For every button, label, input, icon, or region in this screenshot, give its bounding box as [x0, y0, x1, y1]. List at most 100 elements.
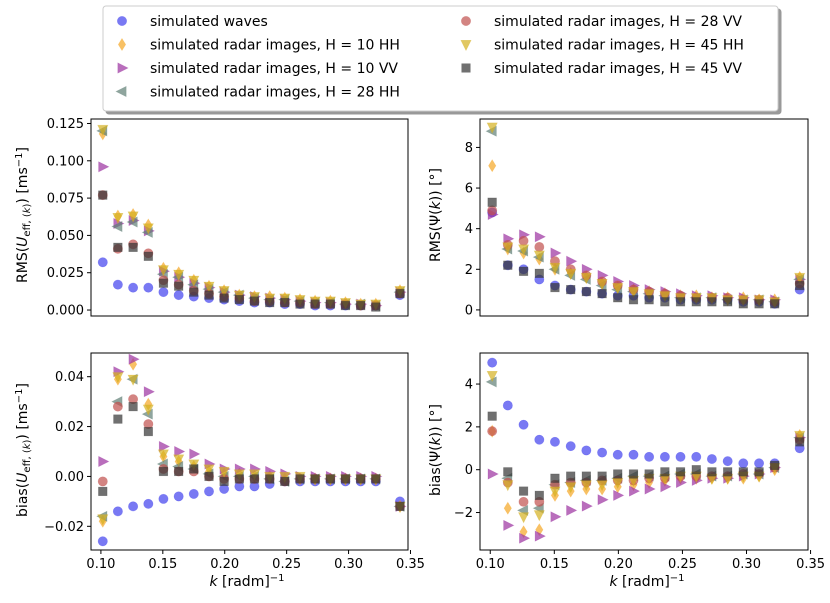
data-point — [613, 293, 623, 303]
plot-frame — [479, 118, 809, 317]
data-point — [549, 486, 561, 498]
data-point — [518, 419, 529, 430]
legend-entry: simulated radar images, H = 10 VV — [117, 61, 398, 77]
data-point — [518, 244, 530, 256]
data-point — [565, 482, 577, 494]
y-tick-label: 0.125 — [47, 117, 84, 132]
data-point — [487, 468, 499, 480]
data-point — [659, 291, 671, 303]
data-point — [675, 297, 686, 307]
y-tick-label: −0.02 — [44, 520, 84, 535]
data-point — [203, 464, 215, 476]
data-point — [143, 251, 153, 261]
data-point — [580, 272, 592, 285]
data-point — [738, 467, 748, 477]
data-point — [659, 451, 670, 462]
data-point — [550, 247, 562, 259]
x-tick-label: 0.30 — [732, 557, 761, 572]
data-point — [691, 451, 702, 462]
x-tick-label: 0.15 — [148, 557, 177, 572]
legend-label: simulated radar images, H = 10 HH — [150, 38, 400, 54]
legend-label: simulated radar images, H = 10 VV — [150, 61, 398, 77]
data-point — [112, 372, 124, 384]
data-point — [189, 464, 199, 474]
data-point — [487, 411, 497, 421]
data-point — [794, 272, 806, 285]
data-point — [97, 476, 108, 487]
legend-entry: simulated radar images, H = 45 HH — [460, 38, 744, 54]
data-point — [533, 510, 545, 522]
data-point — [158, 287, 169, 298]
data-point — [113, 414, 123, 424]
data-point — [534, 231, 546, 243]
data-point — [503, 519, 515, 531]
data-point — [597, 494, 609, 506]
data-point — [770, 299, 780, 309]
legend-marker — [461, 16, 471, 26]
ylabel-rms-psi: RMS(Ψ(k)) [°] — [428, 168, 444, 262]
data-point — [356, 474, 366, 484]
data-point — [127, 374, 139, 386]
data-point — [628, 449, 639, 460]
data-point — [754, 299, 764, 309]
legend-entry: simulated radar images, H = 28 HH — [115, 85, 400, 101]
data-point — [158, 493, 169, 504]
data-point — [549, 262, 561, 274]
y-tick-label: 8 — [465, 141, 473, 156]
data-point — [112, 213, 124, 225]
data-point — [549, 436, 560, 447]
data-point — [295, 474, 305, 484]
data-point — [204, 486, 214, 497]
panel-bias-u: −0.02 0.00 0.02 0.04 0.10 0.15 0.20 0.25 0.30 0.3… — [44, 352, 425, 572]
data-point — [310, 474, 320, 484]
points-rms-u — [96, 124, 407, 312]
x-tick-label: 0.30 — [334, 557, 363, 572]
xlabel-right: k [radm]−1 — [609, 573, 684, 590]
data-point — [628, 485, 641, 497]
data-point — [795, 280, 805, 291]
data-point — [534, 241, 545, 252]
data-point — [612, 449, 623, 460]
data-point — [723, 297, 733, 307]
data-point — [340, 474, 351, 484]
data-point — [597, 471, 607, 481]
data-point — [371, 302, 381, 312]
data-point — [738, 299, 748, 309]
data-point — [173, 491, 184, 502]
data-point — [174, 281, 184, 291]
data-point — [157, 449, 169, 461]
data-point — [218, 286, 230, 298]
data-point — [675, 451, 686, 462]
data-point — [112, 279, 123, 290]
data-point — [97, 536, 108, 547]
data-point — [234, 294, 244, 305]
y-tick-label: 4 — [465, 222, 473, 237]
data-point — [754, 467, 764, 477]
legend-marker — [115, 85, 127, 98]
plot-frame — [90, 352, 409, 551]
ylabel-rms-u: RMS(Ueff, (k)) [ms−1] — [14, 147, 33, 283]
data-point — [487, 357, 498, 368]
plot-frame — [90, 118, 409, 317]
data-point — [565, 268, 577, 281]
data-point — [518, 235, 529, 246]
data-point — [395, 288, 405, 299]
data-point — [596, 278, 608, 291]
data-point — [597, 289, 607, 299]
y-tick-label: 0 — [465, 463, 473, 478]
data-point — [644, 295, 654, 305]
data-point — [112, 506, 123, 517]
y-tick-label: 0 — [465, 303, 473, 318]
data-point — [218, 466, 230, 479]
data-point — [204, 290, 214, 300]
data-point — [189, 287, 199, 297]
y-tick-label: 2 — [465, 420, 473, 435]
data-point — [188, 488, 199, 499]
panel-rms-psi: 0 2 4 6 8 — [465, 118, 809, 318]
data-point — [143, 282, 154, 293]
data-point — [203, 281, 215, 293]
points-bias-u — [96, 353, 407, 547]
x-tick-label: 0.15 — [540, 557, 569, 572]
data-point — [112, 401, 123, 412]
data-point — [188, 275, 200, 287]
